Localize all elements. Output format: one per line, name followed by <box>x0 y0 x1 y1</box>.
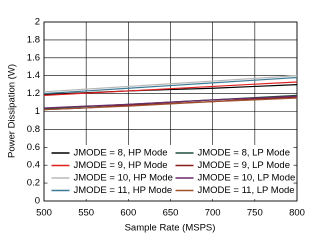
x-axis-label: Sample Rate (MSPS) <box>125 223 216 234</box>
plot-frame <box>43 21 298 202</box>
y-axis-label: Power Dissipation (W) <box>7 64 18 158</box>
x-tick-label: 650 <box>163 208 179 219</box>
legend-label: JMODE = 10, HP Mode <box>74 173 173 184</box>
y-tick-label: 0.2 <box>27 178 40 189</box>
y-tick-label: 0.6 <box>27 142 40 153</box>
series-line <box>43 81 298 96</box>
y-tick-label: 1 <box>35 106 40 117</box>
legend-label: JMODE = 10, LP Mode <box>198 173 296 184</box>
legend-label: JMODE = 11, HP Mode <box>74 185 173 196</box>
x-tick-label: 550 <box>78 208 94 219</box>
y-tick-label: 0.8 <box>27 124 40 135</box>
x-tick-label: 600 <box>120 208 136 219</box>
legend-box <box>47 145 294 199</box>
series-line <box>43 75 298 93</box>
y-tick-label: 1.8 <box>27 34 40 45</box>
legend-label: JMODE = 8, LP Mode <box>198 148 291 159</box>
x-tick-label: 500 <box>36 208 52 219</box>
legend-label: JMODE = 8, HP Mode <box>74 148 168 159</box>
x-tick-label: 750 <box>247 208 263 219</box>
series-line <box>43 97 298 111</box>
x-tick-label: 800 <box>289 208 305 219</box>
legend-label: JMODE = 11, LP Mode <box>198 185 295 196</box>
series-line <box>43 95 298 109</box>
x-tick-label: 700 <box>205 208 221 219</box>
series-line <box>43 76 298 95</box>
legend-label: JMODE = 9, LP Mode <box>198 160 291 171</box>
y-tick-label: 0 <box>35 196 40 207</box>
y-tick-label: 1.6 <box>27 52 40 63</box>
y-tick-label: 2 <box>35 17 40 28</box>
y-tick-label: 1.2 <box>27 88 40 99</box>
legend-label: JMODE = 9, HP Mode <box>74 160 168 171</box>
y-tick-label: 1.4 <box>27 70 40 81</box>
y-tick-label: 0.4 <box>27 160 40 171</box>
